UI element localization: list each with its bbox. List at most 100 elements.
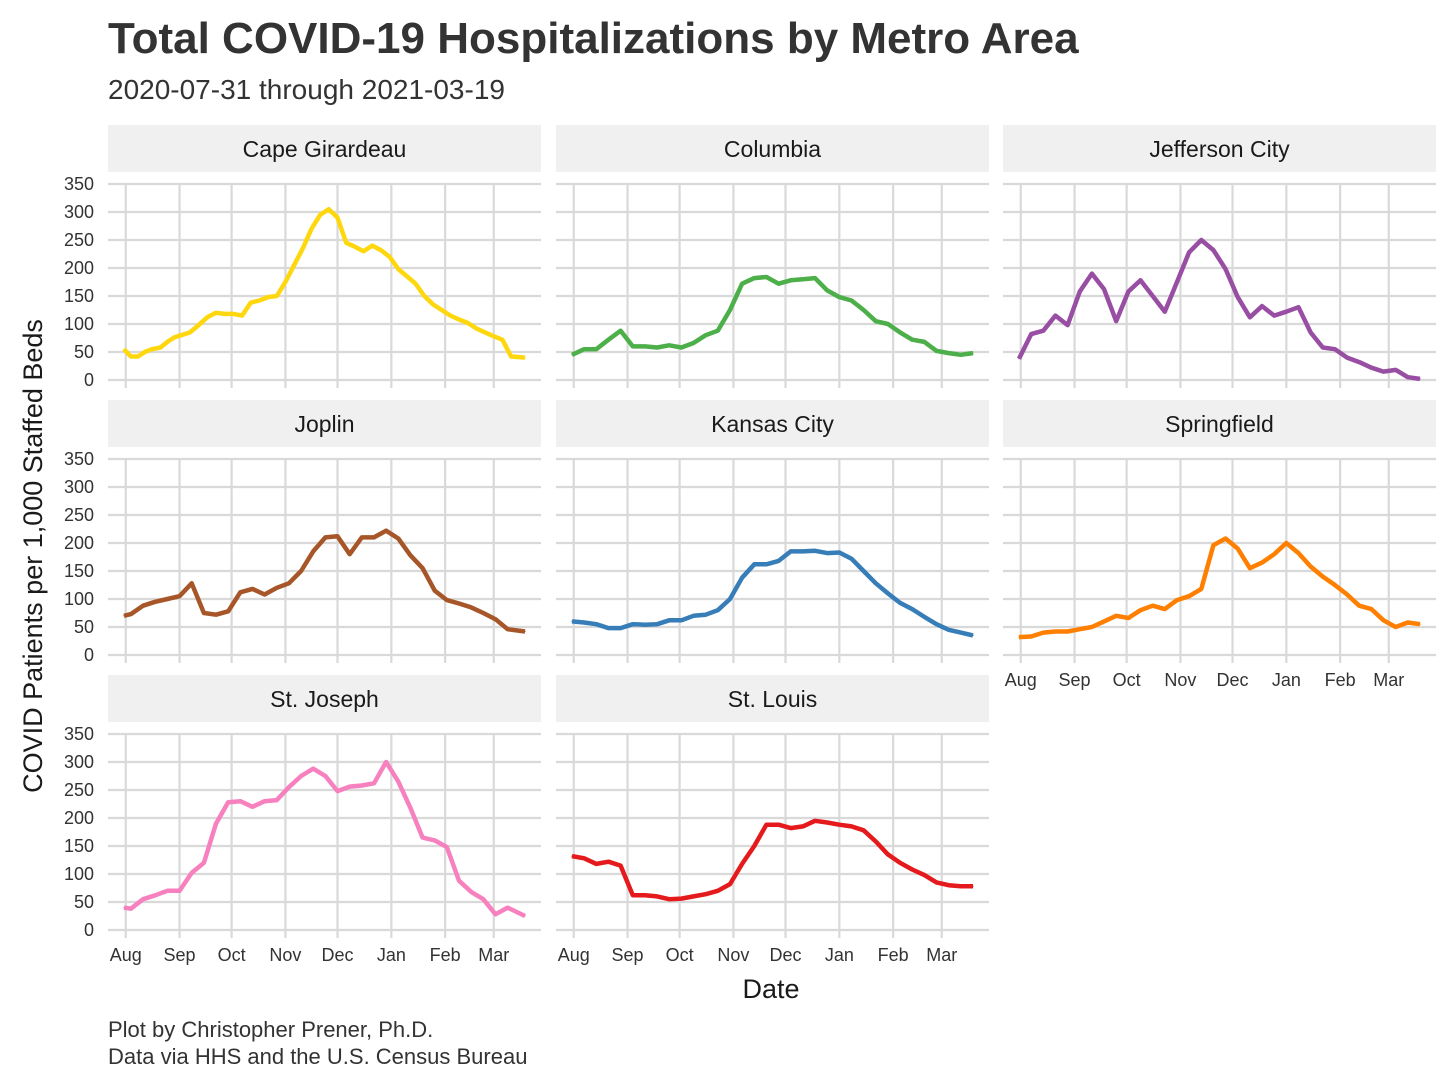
x-tick-label: Jan — [1272, 670, 1301, 690]
data-point — [729, 598, 731, 600]
data-point — [814, 550, 816, 552]
data-point — [607, 627, 610, 629]
data-point — [826, 552, 828, 554]
data-point — [137, 355, 139, 358]
strip-label: Columbia — [724, 136, 821, 162]
data-point — [458, 318, 460, 321]
data-point — [1297, 306, 1300, 308]
data-point — [620, 330, 622, 332]
facet-joplin: Joplin 0 50 100 150 200 250 300 350 — [64, 400, 541, 665]
data-point — [458, 602, 460, 605]
data-point — [250, 302, 252, 304]
data-point — [324, 775, 326, 777]
data-point — [923, 341, 926, 343]
y-tick-label: 150 — [64, 286, 94, 306]
data-point — [765, 563, 768, 565]
data-point — [972, 352, 974, 354]
data-point — [385, 530, 387, 532]
data-point — [850, 825, 853, 828]
data-point — [1273, 315, 1275, 317]
data-point — [1054, 315, 1057, 317]
data-point — [1237, 296, 1239, 298]
y-tick-label: 150 — [64, 561, 94, 581]
x-tick-label: Dec — [1217, 670, 1249, 690]
data-point — [227, 801, 229, 803]
data-point — [1358, 605, 1360, 607]
data-point — [241, 315, 243, 317]
facet-jefferson-city: Jefferson City — [1003, 125, 1436, 388]
y-tick-label: 200 — [64, 808, 94, 828]
data-point — [336, 535, 339, 537]
x-tick-label: Nov — [717, 945, 749, 965]
data-point — [1152, 605, 1154, 607]
data-point — [935, 623, 938, 625]
data-point — [1152, 295, 1154, 297]
data-point — [790, 279, 792, 281]
data-point — [595, 863, 597, 865]
strip-background — [108, 675, 541, 722]
data-point — [166, 890, 168, 892]
data-point — [458, 880, 460, 882]
data-point — [493, 335, 495, 337]
data-point — [668, 898, 670, 900]
data-point — [166, 341, 168, 343]
data-point — [887, 323, 889, 325]
data-point — [1310, 565, 1312, 568]
data-point — [336, 217, 339, 219]
data-point — [875, 582, 877, 584]
x-tick-label: Mar — [926, 945, 957, 965]
data-point — [328, 208, 330, 210]
y-tick-label: 0 — [84, 920, 94, 940]
data-point — [300, 570, 302, 572]
data-point — [620, 865, 622, 867]
x-tick-label: Nov — [269, 945, 301, 965]
data-point — [863, 829, 865, 831]
strip-background — [1003, 125, 1436, 172]
data-point — [948, 884, 950, 886]
data-point — [875, 840, 877, 843]
data-point — [1115, 320, 1117, 322]
y-tick-label: 250 — [64, 780, 94, 800]
data-point — [632, 345, 634, 347]
strip-background — [556, 125, 989, 172]
data-point — [224, 313, 226, 315]
data-point — [826, 821, 828, 824]
data-point — [510, 355, 512, 358]
data-point — [1139, 609, 1142, 611]
data-point — [173, 336, 175, 338]
data-point — [1419, 623, 1421, 625]
x-tick-label: Sep — [1059, 670, 1091, 690]
chart-subtitle: 2020-07-31 through 2021-03-19 — [108, 74, 505, 105]
data-point — [1382, 371, 1385, 373]
series-line-jefferson-city — [1016, 237, 1421, 382]
data-point — [482, 898, 484, 900]
data-point — [449, 315, 451, 317]
data-point — [765, 276, 768, 278]
y-tick-label: 300 — [64, 477, 94, 497]
x-tick-label: Sep — [164, 945, 196, 965]
data-point — [595, 348, 597, 350]
data-point — [123, 615, 125, 617]
data-point — [1042, 330, 1044, 332]
y-tick-label: 100 — [64, 314, 94, 334]
x-tick-label: Mar — [478, 945, 509, 965]
data-point — [385, 761, 387, 763]
facet-panels: Cape Girardeau 0 50 100 150 200 250 300 350 Colum… — [64, 125, 1436, 965]
data-point — [692, 342, 695, 344]
x-tick-label: Aug — [558, 945, 590, 965]
data-point — [251, 806, 254, 808]
caption-author: Plot by Christopher Prener, Ph.D. — [108, 1017, 434, 1042]
data-point — [422, 567, 424, 569]
data-point — [1054, 630, 1057, 633]
data-point — [251, 588, 254, 590]
data-point — [1212, 249, 1214, 251]
data-point — [814, 277, 816, 279]
data-point — [232, 313, 234, 315]
data-point — [397, 781, 399, 783]
data-point — [397, 537, 399, 540]
series-line-columbia — [571, 274, 974, 358]
data-point — [312, 768, 314, 770]
data-point — [191, 582, 193, 584]
strip-label: Cape Girardeau — [243, 136, 407, 162]
